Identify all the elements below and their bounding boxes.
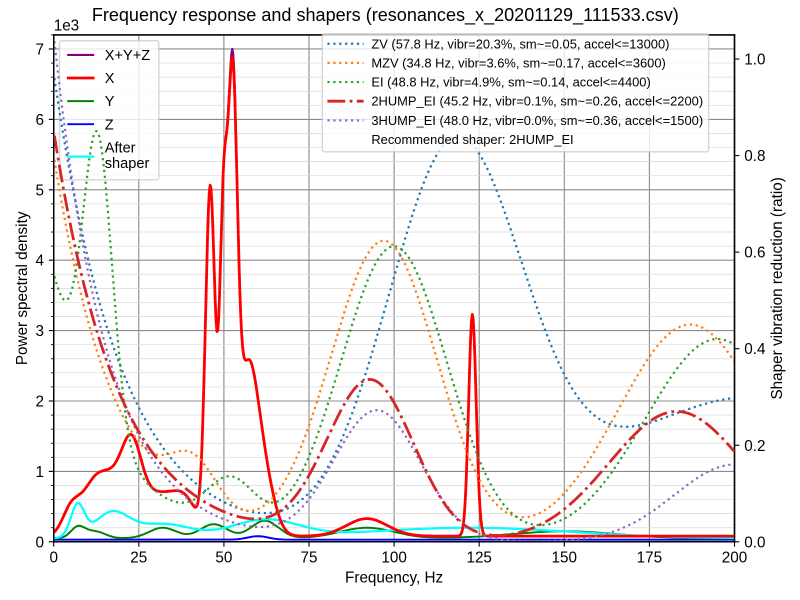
svg-text:0.0: 0.0 xyxy=(744,534,765,551)
svg-text:2HUMP_EI (45.2 Hz, vibr=0.1%,: 2HUMP_EI (45.2 Hz, vibr=0.1%, sm~=0.26, … xyxy=(371,94,703,109)
svg-text:175: 175 xyxy=(637,550,662,567)
svg-text:0.2: 0.2 xyxy=(744,438,765,455)
svg-text:50: 50 xyxy=(215,550,232,567)
svg-text:125: 125 xyxy=(466,550,491,567)
svg-text:1: 1 xyxy=(35,464,44,481)
svg-text:Y: Y xyxy=(105,94,115,110)
svg-text:Frequency, Hz: Frequency, Hz xyxy=(345,569,443,586)
svg-text:After: After xyxy=(105,140,136,156)
svg-text:0.4: 0.4 xyxy=(744,341,766,358)
svg-text:150: 150 xyxy=(552,550,577,567)
svg-text:EI (48.8 Hz, vibr=4.9%, sm~=0.: EI (48.8 Hz, vibr=4.9%, sm~=0.14, accel<… xyxy=(371,75,650,90)
svg-text:X: X xyxy=(105,71,115,87)
svg-text:Power spectral density: Power spectral density xyxy=(14,211,31,365)
svg-text:0.8: 0.8 xyxy=(744,148,765,165)
svg-text:X+Y+Z: X+Y+Z xyxy=(105,48,150,64)
svg-text:75: 75 xyxy=(301,550,318,567)
svg-text:3HUMP_EI (48.0 Hz, vibr=0.0%,: 3HUMP_EI (48.0 Hz, vibr=0.0%, sm~=0.36, … xyxy=(371,113,703,128)
svg-text:0: 0 xyxy=(35,534,44,551)
svg-text:Shaper vibration reduction (ra: Shaper vibration reduction (ratio) xyxy=(769,177,786,399)
svg-text:0: 0 xyxy=(49,550,58,567)
svg-text:Frequency response and shapers: Frequency response and shapers (resonanc… xyxy=(92,5,679,26)
svg-text:shaper: shaper xyxy=(105,156,150,172)
svg-text:100: 100 xyxy=(381,550,406,567)
svg-text:Z: Z xyxy=(105,117,114,133)
svg-text:Recommended shaper: 2HUMP_EI: Recommended shaper: 2HUMP_EI xyxy=(371,132,573,147)
svg-text:5: 5 xyxy=(35,182,44,199)
svg-text:4: 4 xyxy=(35,253,44,270)
svg-text:1.0: 1.0 xyxy=(744,52,765,69)
svg-text:0.6: 0.6 xyxy=(744,245,765,262)
svg-text:7: 7 xyxy=(35,42,44,59)
svg-text:1e3: 1e3 xyxy=(54,18,79,35)
svg-text:3: 3 xyxy=(35,323,44,340)
svg-text:6: 6 xyxy=(35,112,44,129)
svg-text:2: 2 xyxy=(35,394,44,411)
svg-text:200: 200 xyxy=(722,550,747,567)
svg-text:ZV (57.8 Hz, vibr=20.3%, sm~=0: ZV (57.8 Hz, vibr=20.3%, sm~=0.05, accel… xyxy=(371,36,669,51)
svg-text:MZV (34.8 Hz, vibr=3.6%, sm~=0: MZV (34.8 Hz, vibr=3.6%, sm~=0.17, accel… xyxy=(371,55,665,70)
svg-text:25: 25 xyxy=(130,550,147,567)
